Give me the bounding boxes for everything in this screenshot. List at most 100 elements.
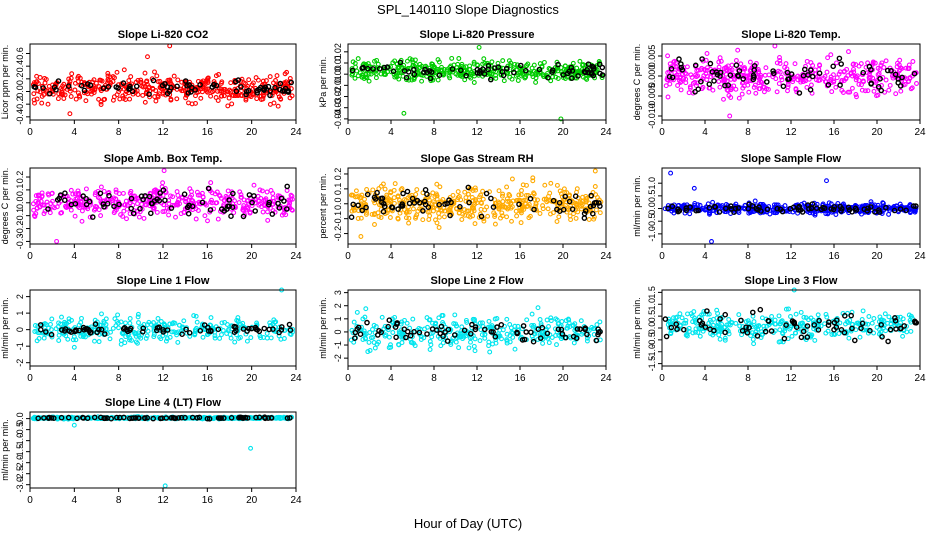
data-point bbox=[128, 205, 134, 212]
data-point bbox=[514, 213, 520, 219]
data-point bbox=[555, 65, 561, 71]
data-point bbox=[562, 334, 569, 341]
data-point bbox=[828, 74, 834, 80]
data-point bbox=[382, 71, 388, 77]
data-point bbox=[542, 331, 548, 337]
data-point bbox=[386, 317, 393, 324]
data-point bbox=[816, 317, 822, 324]
data-point bbox=[245, 197, 251, 203]
data-point bbox=[578, 318, 584, 324]
data-point bbox=[825, 82, 832, 88]
data-point bbox=[355, 216, 361, 221]
data-point bbox=[860, 69, 867, 76]
data-point bbox=[228, 414, 235, 421]
data-point bbox=[717, 336, 723, 342]
data-point bbox=[566, 320, 572, 326]
data-point bbox=[712, 203, 718, 210]
data-point bbox=[719, 203, 725, 209]
panel-title: Slope Li-820 Temp. bbox=[741, 29, 840, 41]
data-point bbox=[260, 209, 266, 215]
data-point bbox=[566, 317, 572, 323]
data-point bbox=[140, 325, 147, 332]
x-tick-label: 0 bbox=[27, 373, 33, 384]
data-point bbox=[142, 70, 148, 76]
data-point bbox=[448, 199, 454, 206]
data-point bbox=[665, 94, 671, 100]
data-point bbox=[414, 187, 420, 193]
data-point bbox=[739, 327, 746, 334]
data-point bbox=[816, 70, 823, 76]
data-point bbox=[524, 317, 530, 323]
data-point bbox=[509, 218, 514, 224]
data-point bbox=[113, 187, 119, 193]
data-point bbox=[392, 58, 398, 64]
data-point bbox=[363, 306, 369, 312]
data-point bbox=[30, 201, 36, 207]
data-point bbox=[400, 190, 406, 197]
data-point bbox=[254, 320, 260, 326]
data-point bbox=[758, 72, 764, 78]
data-point bbox=[765, 317, 772, 324]
data-point bbox=[163, 415, 170, 421]
data-point bbox=[353, 188, 359, 194]
data-point bbox=[446, 73, 452, 79]
x-tick-label: 12 bbox=[471, 373, 483, 384]
y-tick-label: 0.0 bbox=[647, 322, 657, 335]
data-point bbox=[834, 75, 840, 81]
data-point bbox=[711, 78, 717, 84]
data-point bbox=[750, 336, 756, 342]
data-point bbox=[509, 176, 515, 182]
panel-title: Slope Sample Flow bbox=[741, 153, 842, 165]
data-point bbox=[121, 414, 127, 421]
data-point bbox=[586, 217, 592, 222]
data-point bbox=[675, 208, 682, 215]
data-point bbox=[437, 184, 443, 190]
data-point bbox=[500, 191, 506, 197]
data-point bbox=[907, 75, 913, 81]
data-point bbox=[688, 72, 694, 78]
data-point bbox=[464, 319, 470, 325]
data-point bbox=[202, 213, 208, 219]
data-point bbox=[521, 206, 527, 212]
data-point bbox=[589, 324, 595, 330]
y-tick-label: 0.000 bbox=[647, 65, 657, 88]
data-point bbox=[127, 320, 133, 326]
x-tick-label: 8 bbox=[431, 127, 437, 138]
data-point bbox=[513, 73, 519, 79]
data-point bbox=[403, 74, 410, 81]
data-point bbox=[892, 71, 899, 78]
main-title: SPL_140110 Slope Diagnostics bbox=[377, 2, 559, 17]
data-point bbox=[554, 317, 560, 323]
data-point bbox=[138, 77, 144, 83]
data-point bbox=[175, 77, 181, 83]
y-tick-label: -1 bbox=[333, 341, 343, 349]
data-point bbox=[676, 56, 682, 62]
data-point bbox=[193, 313, 199, 319]
data-point bbox=[31, 207, 37, 213]
data-point bbox=[913, 203, 919, 209]
data-point bbox=[812, 212, 818, 218]
data-point bbox=[678, 61, 684, 67]
data-point bbox=[813, 205, 820, 211]
data-point bbox=[76, 73, 81, 79]
data-point bbox=[449, 66, 456, 72]
data-point bbox=[111, 203, 117, 210]
data-point bbox=[90, 214, 96, 220]
data-point bbox=[540, 203, 546, 209]
data-point bbox=[562, 193, 569, 200]
x-tick-label: 12 bbox=[471, 127, 483, 138]
data-point bbox=[574, 202, 580, 208]
data-point bbox=[257, 93, 263, 99]
data-point bbox=[362, 196, 367, 202]
data-point bbox=[785, 76, 791, 83]
data-point bbox=[558, 191, 564, 197]
x-tick-label: 12 bbox=[157, 127, 169, 138]
data-point bbox=[379, 195, 386, 202]
data-point bbox=[859, 320, 866, 327]
data-point bbox=[722, 329, 728, 336]
y-tick-label: -0.01 bbox=[333, 75, 343, 96]
data-point bbox=[350, 330, 356, 336]
data-point bbox=[141, 215, 147, 221]
data-point bbox=[374, 332, 381, 338]
data-point bbox=[892, 317, 899, 324]
